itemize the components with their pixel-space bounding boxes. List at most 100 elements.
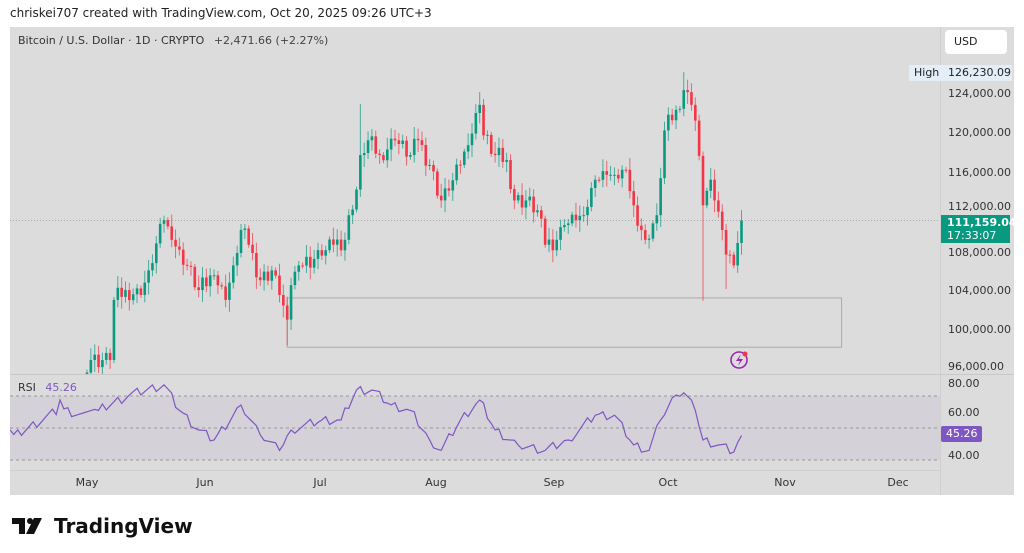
candle-body xyxy=(166,220,170,227)
candle-body xyxy=(343,239,347,251)
price-tick: 100,000.00 xyxy=(948,323,1011,336)
candle-body xyxy=(366,140,370,154)
candle-body xyxy=(547,239,551,245)
candle-body xyxy=(386,149,389,161)
tradingview-logo[interactable]: TradingView xyxy=(12,514,193,538)
logo-text: TradingView xyxy=(54,514,193,538)
candle-body xyxy=(678,108,682,110)
rsi-title: RSI xyxy=(18,381,36,394)
candle-body xyxy=(178,246,181,250)
candle-body xyxy=(247,228,250,245)
candle-body xyxy=(432,164,435,172)
price-scale-divider xyxy=(940,27,941,495)
time-tick: Jul xyxy=(313,476,327,489)
chart-area[interactable] xyxy=(10,27,1014,495)
candle-body xyxy=(605,171,609,175)
candle-body xyxy=(709,179,712,191)
candle-body xyxy=(682,90,686,109)
candle-body xyxy=(235,253,239,266)
price-tick: 96,000.00 xyxy=(948,360,1004,373)
rsi-legend[interactable]: RSI 45.26 xyxy=(18,381,77,394)
candle-body xyxy=(131,294,135,301)
candle-body xyxy=(536,210,539,213)
symbol-change: +2,471.66 (+2.27%) xyxy=(213,34,329,47)
candle-body xyxy=(82,383,85,394)
icon-ring xyxy=(730,351,748,369)
tradingview-logo-icon xyxy=(12,518,42,534)
candle-body xyxy=(724,229,728,255)
candle-body xyxy=(316,250,320,259)
candle-body xyxy=(332,239,335,245)
candle-body xyxy=(474,112,478,134)
candle-body xyxy=(324,250,327,256)
candle-body xyxy=(147,270,150,283)
price-tick: 108,000.00 xyxy=(948,246,1011,259)
price-tick: 124,000.00 xyxy=(948,87,1011,100)
candle-body xyxy=(478,104,481,113)
candle-body xyxy=(401,140,404,144)
candle-body xyxy=(601,171,605,180)
candle-body xyxy=(228,282,231,300)
candle-body xyxy=(185,264,189,266)
candle-body xyxy=(732,254,736,266)
candle-body xyxy=(162,220,166,224)
icon-bolt xyxy=(736,354,743,366)
symbol-legend[interactable]: Bitcoin / U.S. Dollar · 1D · CRYPTO +2,4… xyxy=(18,34,328,47)
candle-body xyxy=(347,215,351,240)
rsi-tick: 40.00 xyxy=(948,449,980,462)
candle-body xyxy=(205,277,208,287)
candle-body xyxy=(309,256,312,268)
candle-body xyxy=(574,214,578,221)
lightning-alert-icon xyxy=(730,351,748,369)
rsi-tick: 80.00 xyxy=(948,377,980,390)
last-price-badge: 111,159.04 17:33:07 xyxy=(941,215,1017,243)
candle-body xyxy=(659,178,662,216)
candle-body xyxy=(258,277,262,281)
candle-body xyxy=(405,140,408,157)
candle-body xyxy=(155,243,158,264)
icon-dot xyxy=(742,351,748,357)
candle-body xyxy=(728,254,732,256)
candle-body xyxy=(374,136,378,154)
candle-body xyxy=(597,179,601,181)
time-tick: Dec xyxy=(887,476,909,489)
candle-body xyxy=(266,271,270,281)
last-price-value: 111,159.04 xyxy=(947,216,1017,229)
candle-body xyxy=(197,287,200,291)
candle-body xyxy=(489,134,493,154)
candle-body xyxy=(370,136,374,141)
candle-body xyxy=(397,140,401,144)
candle-body xyxy=(451,180,455,191)
time-tick: Nov xyxy=(774,476,796,489)
candle-body xyxy=(501,147,505,162)
candle-body xyxy=(463,151,466,165)
candle-body xyxy=(212,275,216,277)
pane-divider[interactable] xyxy=(10,374,1014,375)
candle-body xyxy=(740,220,743,243)
candle-body xyxy=(382,155,385,161)
candle-body xyxy=(632,191,635,206)
currency-button[interactable]: USD xyxy=(945,30,1007,54)
candle-body xyxy=(694,104,697,121)
candle-body xyxy=(551,239,555,251)
candle-body xyxy=(208,275,212,287)
candle-body xyxy=(128,290,131,301)
candle-body xyxy=(301,265,304,267)
candle-body xyxy=(613,174,616,176)
candle-body xyxy=(216,275,220,286)
candle-body xyxy=(540,210,543,219)
time-tick: Jun xyxy=(196,476,214,489)
candle-body xyxy=(278,275,281,295)
candle-body xyxy=(670,114,674,121)
candle-body xyxy=(447,188,451,191)
chart-credit: chriskei707 created with TradingView.com… xyxy=(10,6,432,20)
candle-body xyxy=(158,223,162,244)
candle-body xyxy=(328,239,331,251)
candle-body xyxy=(420,140,424,145)
candle-body xyxy=(143,282,147,295)
candle-body xyxy=(609,174,612,176)
high-label: High xyxy=(914,66,940,79)
price-tick: 112,000.00 xyxy=(948,200,1011,213)
candle-body xyxy=(570,214,574,224)
candle-body xyxy=(135,288,139,295)
